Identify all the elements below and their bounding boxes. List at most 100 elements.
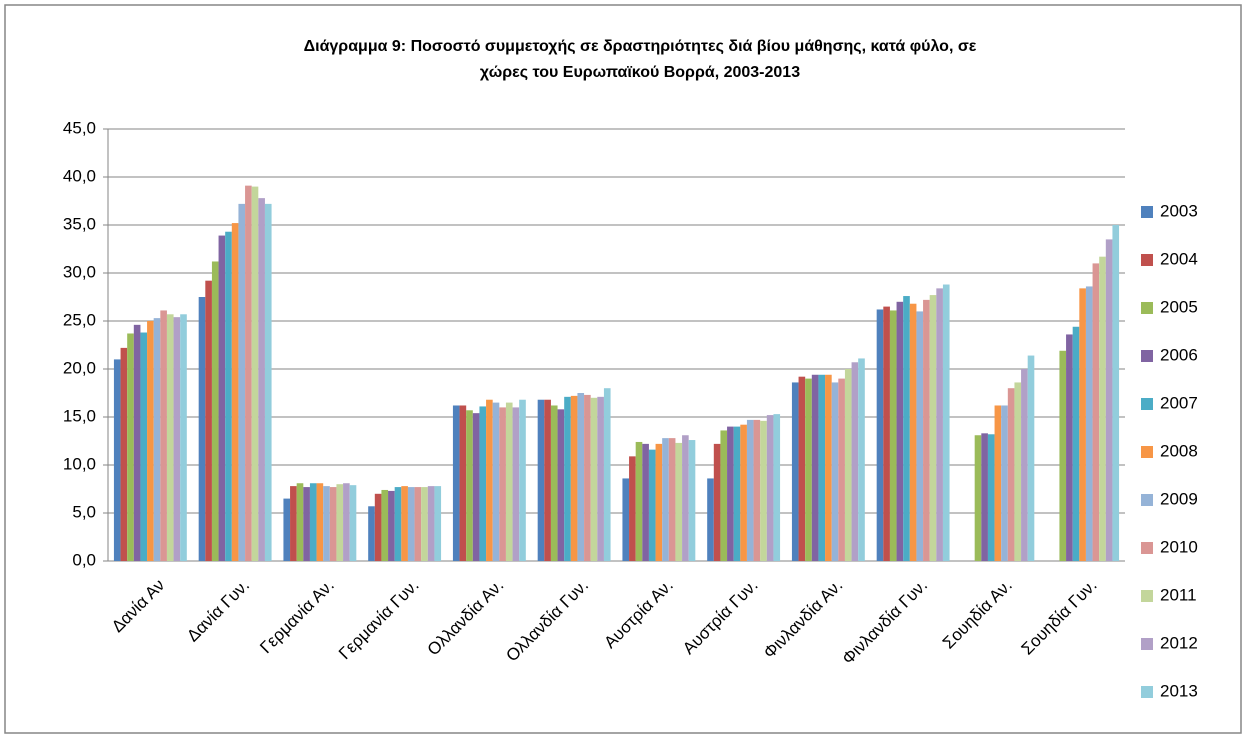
bar <box>368 506 375 561</box>
bar <box>486 399 493 561</box>
bar <box>231 223 239 561</box>
legend-label: 2013 <box>1160 681 1198 700</box>
legend-label: 2008 <box>1160 441 1198 460</box>
bar <box>929 295 937 561</box>
y-tick-label: 10,0 <box>63 454 96 473</box>
bar <box>198 297 206 561</box>
bar <box>343 483 350 561</box>
bar <box>550 405 558 561</box>
bar <box>264 203 272 561</box>
bar <box>603 388 611 561</box>
legend-swatch <box>1141 206 1153 218</box>
bar <box>1059 350 1067 561</box>
bar <box>923 299 930 561</box>
bar <box>251 186 259 561</box>
y-tick-label: 25,0 <box>63 310 96 329</box>
bar <box>1027 355 1035 561</box>
bar <box>936 288 943 561</box>
bar <box>760 420 767 561</box>
bar <box>1085 286 1093 561</box>
bar <box>557 409 565 561</box>
bar <box>434 486 442 561</box>
bar <box>876 309 884 561</box>
chart-title: χώρες του Ευρωπαϊκού Βορρά, 2003-2013 <box>480 64 800 81</box>
bar <box>909 303 917 561</box>
bar <box>211 261 219 561</box>
bar <box>791 382 799 561</box>
bar <box>682 435 689 561</box>
bar <box>662 438 669 561</box>
bar <box>713 443 721 561</box>
legend-label: 2012 <box>1160 633 1198 652</box>
bar <box>642 443 649 561</box>
legend-swatch <box>1141 494 1153 506</box>
bar <box>537 399 545 561</box>
bar <box>316 483 324 561</box>
y-tick-label: 15,0 <box>63 406 96 425</box>
bar <box>753 419 761 561</box>
bar <box>688 440 696 561</box>
bar <box>629 456 636 561</box>
bar <box>831 382 839 561</box>
bar <box>818 374 826 561</box>
bar <box>323 486 330 561</box>
bar <box>401 486 408 561</box>
bar <box>329 487 337 561</box>
legend-swatch <box>1141 686 1153 698</box>
bar <box>896 301 904 561</box>
legend-swatch <box>1141 638 1153 650</box>
bar <box>903 296 910 561</box>
bar <box>773 414 781 561</box>
bar <box>283 498 291 561</box>
bar <box>987 434 995 561</box>
bar <box>452 405 460 561</box>
legend-swatch <box>1141 446 1153 458</box>
bar <box>388 490 395 561</box>
bar <box>1066 334 1073 561</box>
bar <box>374 493 382 561</box>
bar <box>225 231 232 561</box>
y-tick-label: 5,0 <box>72 502 96 521</box>
legend-label: 2011 <box>1160 585 1197 604</box>
legend-label: 2004 <box>1160 249 1198 268</box>
legend-swatch <box>1141 590 1153 602</box>
bar <box>981 433 988 561</box>
bar <box>459 405 467 561</box>
bar <box>1105 239 1113 561</box>
bar <box>160 310 167 561</box>
bar <box>427 486 435 561</box>
bar <box>258 198 265 561</box>
legend-label: 2007 <box>1160 393 1198 412</box>
bar <box>512 407 520 561</box>
bar <box>479 406 487 561</box>
bar <box>519 399 526 561</box>
bar <box>1112 225 1120 561</box>
bar <box>472 413 480 561</box>
bar <box>421 487 428 561</box>
bar <box>707 478 714 561</box>
bar <box>720 430 728 561</box>
bar <box>584 394 591 561</box>
bar <box>564 396 571 561</box>
bar <box>974 435 982 561</box>
legend-label: 2005 <box>1160 297 1198 316</box>
bar <box>296 483 304 561</box>
bar <box>180 314 187 561</box>
bar <box>113 359 121 561</box>
y-tick-label: 45,0 <box>63 118 96 137</box>
bar <box>858 358 865 561</box>
bar <box>499 407 506 561</box>
legend-swatch <box>1141 542 1153 554</box>
legend-label: 2006 <box>1160 345 1198 364</box>
chart-title: Διάγραμμα 9: Ποσοστό συμμετοχής σε δραστ… <box>304 38 977 55</box>
bar <box>916 311 924 561</box>
bar <box>303 487 310 561</box>
bar <box>668 438 676 561</box>
bar <box>1001 405 1008 561</box>
bar <box>825 374 832 561</box>
bar <box>994 405 1002 561</box>
bar <box>1014 382 1022 561</box>
y-tick-label: 35,0 <box>63 214 96 233</box>
bar <box>1007 388 1015 561</box>
